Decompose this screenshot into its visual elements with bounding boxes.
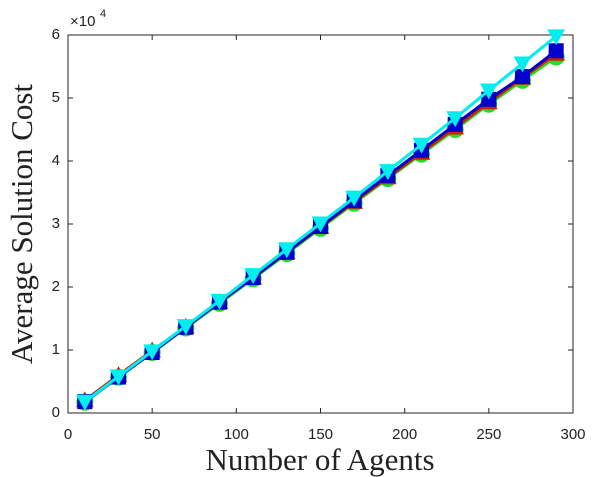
point	[446, 111, 465, 128]
y-tick-label: 0	[52, 404, 60, 421]
x-tick-label: 50	[144, 426, 161, 443]
y-tick-label: 2	[52, 278, 60, 295]
x-tick-label: 150	[308, 426, 333, 443]
x-tick-label: 250	[476, 426, 501, 443]
y-axis-label: Average Solution Cost	[4, 84, 39, 365]
y-exponent: 4	[100, 8, 106, 20]
point	[210, 293, 229, 310]
point	[176, 319, 195, 336]
point	[75, 394, 94, 411]
point	[244, 268, 263, 285]
y-tick-label: 1	[52, 341, 60, 358]
point	[548, 43, 564, 59]
x-axis-label: Number of Agents	[205, 442, 434, 477]
y-multiplier: ×10	[70, 13, 95, 30]
point	[277, 242, 296, 259]
x-tick-label: 200	[392, 426, 417, 443]
x-tick-label: 0	[64, 426, 72, 443]
x-tick-label: 100	[224, 426, 249, 443]
y-tick-label: 6	[52, 26, 60, 43]
point	[513, 56, 532, 73]
point	[547, 29, 566, 46]
point	[479, 83, 498, 100]
point	[109, 369, 128, 386]
x-tick-label: 300	[560, 426, 585, 443]
point	[378, 164, 397, 181]
y-tick-label: 4	[52, 152, 60, 169]
point	[311, 216, 330, 233]
y-tick-label: 5	[52, 89, 60, 106]
y-tick-label: 3	[52, 215, 60, 232]
point	[143, 344, 162, 361]
point	[412, 137, 431, 154]
point	[345, 190, 364, 207]
